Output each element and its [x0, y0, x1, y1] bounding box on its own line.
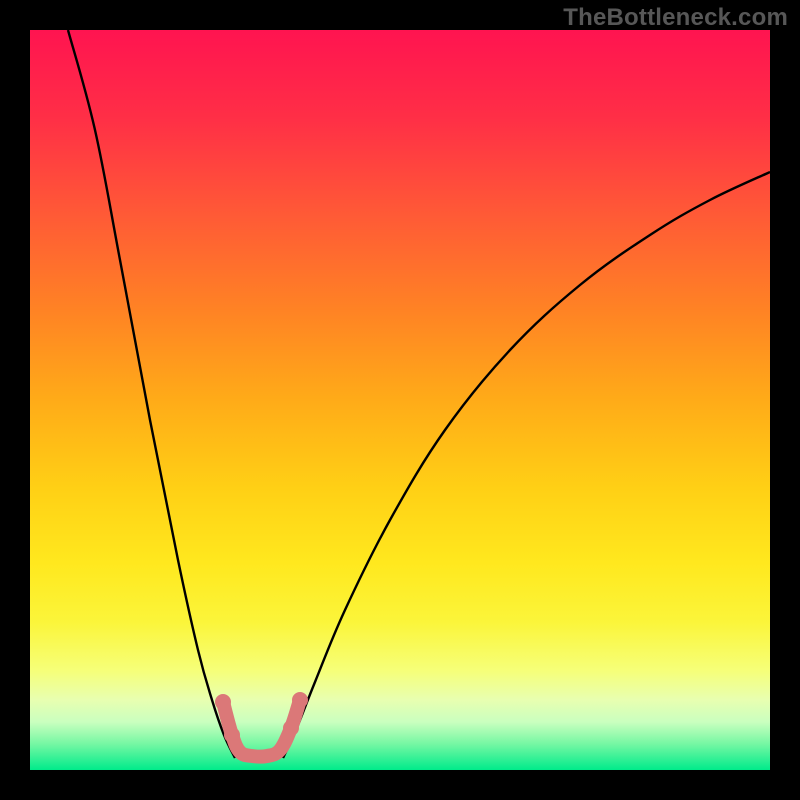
ideal-marker-dot [224, 727, 240, 743]
ideal-marker-dot [292, 692, 308, 708]
plot-background [30, 30, 770, 770]
ideal-marker-dot [283, 720, 299, 736]
ideal-marker-dot [215, 694, 231, 710]
watermark-text: TheBottleneck.com [563, 4, 788, 32]
bottleneck-chart [0, 0, 800, 800]
